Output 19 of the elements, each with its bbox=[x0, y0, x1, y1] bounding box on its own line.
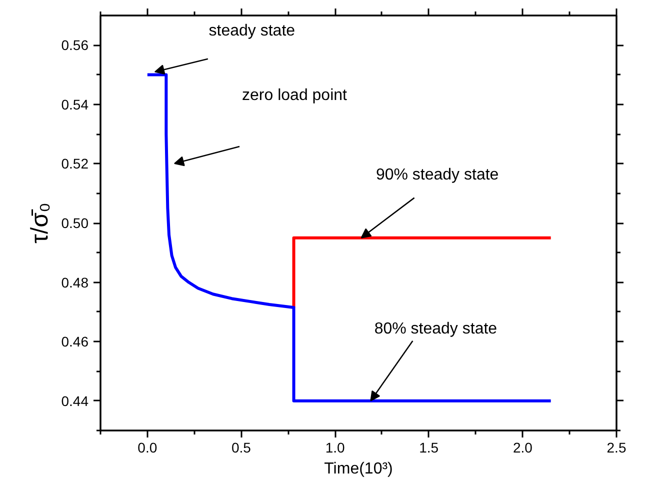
x-tick-label: 1.5 bbox=[419, 440, 439, 456]
x-tick-label: 0.5 bbox=[231, 440, 252, 456]
x-tick-label: 2.0 bbox=[512, 440, 533, 456]
y-tick-label: 0.50 bbox=[61, 215, 89, 231]
x-axis-title: Time(10³) bbox=[324, 460, 393, 478]
annotation: steady state bbox=[208, 22, 296, 40]
y-tick-label: 0.44 bbox=[61, 392, 89, 409]
y-tick-label: 0.54 bbox=[61, 96, 89, 112]
y-tick-label: 0.56 bbox=[61, 37, 89, 54]
annotation: zero load point bbox=[242, 87, 348, 104]
annotation: 90% steady state bbox=[376, 166, 499, 184]
y-tick-label: 0.48 bbox=[61, 274, 89, 290]
annotation: 80% steady state bbox=[374, 320, 498, 338]
x-tick-label: 0.0 bbox=[138, 440, 158, 456]
y-tick-label: 0.46 bbox=[61, 334, 89, 350]
x-tick-label: 2.5 bbox=[606, 440, 626, 456]
x-tick-label: 1.0 bbox=[325, 440, 345, 456]
y-tick-label: 0.52 bbox=[61, 156, 89, 172]
y-axis-title: τ/σ̄₀ bbox=[26, 202, 54, 244]
